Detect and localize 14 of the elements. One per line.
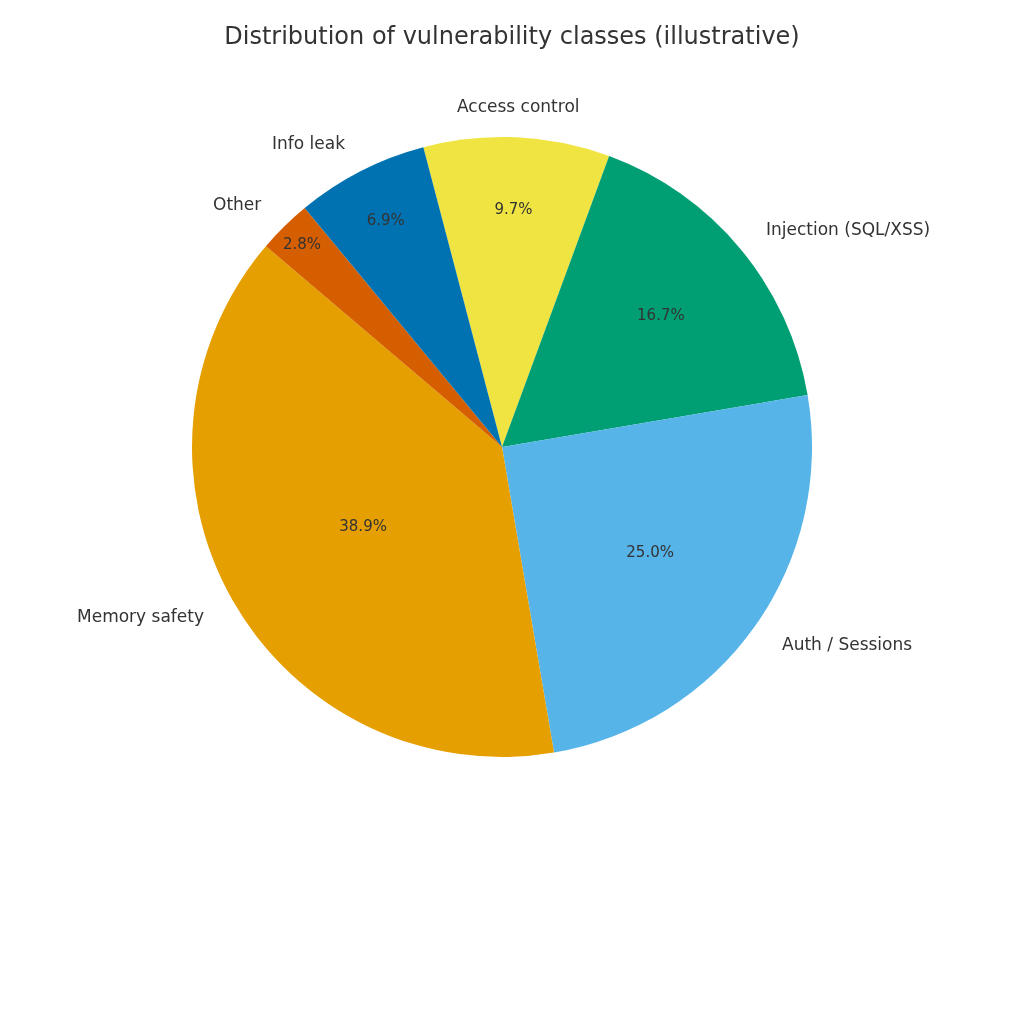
slice-label: Injection (SQL/XSS) — [766, 219, 931, 239]
data-label: 25.0% — [626, 543, 674, 562]
pie-slice — [423, 137, 610, 447]
slice-label: Auth / Sessions — [782, 634, 913, 654]
slice-label: Access control — [457, 96, 580, 116]
slice-label: Memory safety — [77, 606, 204, 626]
data-label: 38.9% — [339, 517, 387, 536]
data-label: 6.9% — [366, 210, 405, 229]
slice-label: Info leak — [272, 133, 346, 153]
chart-title: Distribution of vulnerability classes (illustrative) — [224, 22, 800, 51]
data-label: 2.8% — [282, 235, 322, 254]
data-label: 9.7% — [494, 199, 533, 218]
data-label: 16.7% — [637, 306, 685, 325]
slice-label: Other — [213, 194, 262, 214]
